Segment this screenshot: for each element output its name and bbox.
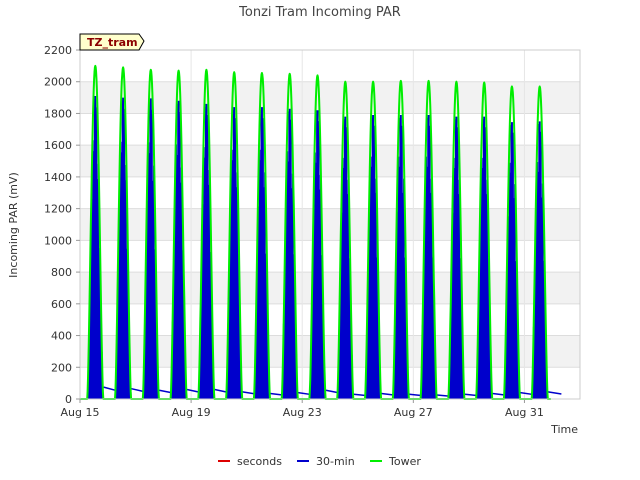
plot-band	[80, 303, 580, 336]
chart-title: Tonzi Tram Incoming PAR	[238, 5, 401, 20]
x-tick-label: Aug 23	[283, 406, 322, 419]
plot-band	[80, 113, 580, 146]
plot-band	[80, 208, 580, 241]
y-tick-label: 2000	[44, 76, 72, 89]
y-tick-label: 2200	[44, 44, 72, 57]
y-tick-label: 200	[51, 361, 72, 374]
x-axis: Aug 15 Aug 19 Aug 23 Aug 27 Aug 31	[61, 399, 544, 419]
y-tick-label: 1800	[44, 107, 72, 120]
plot-band	[80, 81, 580, 114]
legend-label-tower: Tower	[388, 455, 421, 468]
legend-label-30-min: 30-min	[316, 455, 355, 468]
x-tick-label: Aug 27	[394, 406, 433, 419]
site-badge-label: TZ_tram	[87, 36, 138, 49]
y-axis-label: Incoming PAR (mV)	[7, 172, 20, 278]
plot-band	[80, 176, 580, 209]
plot-series	[80, 64, 562, 400]
legend: seconds 30-min Tower	[218, 455, 421, 468]
x-axis-label: Time	[550, 423, 578, 436]
y-tick-label: 1600	[44, 139, 72, 152]
plot-frame	[79, 49, 581, 400]
site-badge: TZ_tram	[79, 33, 145, 51]
plot-band	[80, 272, 580, 304]
y-tick-label: 1000	[44, 234, 72, 247]
x-tick-label: Aug 19	[172, 406, 211, 419]
plot-band	[80, 50, 580, 82]
y-tick-label: 800	[51, 266, 72, 279]
y-tick-label: 0	[65, 393, 72, 406]
plot-band	[80, 240, 580, 273]
y-tick-label: 600	[51, 298, 72, 311]
plot-background	[80, 50, 580, 399]
y-tick-label: 1200	[44, 203, 72, 216]
legend-label-seconds: seconds	[237, 455, 282, 468]
y-axis: 0 200 400 600 800 1000 1200 1400 1600 1800 2000 220…	[44, 44, 80, 406]
y-tick-label: 400	[51, 330, 72, 343]
plot-band	[80, 335, 580, 368]
plot-band	[80, 145, 580, 177]
x-tick-label: Aug 31	[505, 406, 544, 419]
series-30min-night	[547, 391, 562, 395]
x-tick-label: Aug 15	[61, 406, 100, 419]
y-tick-label: 1400	[44, 171, 72, 184]
series-tower-line	[80, 64, 551, 400]
